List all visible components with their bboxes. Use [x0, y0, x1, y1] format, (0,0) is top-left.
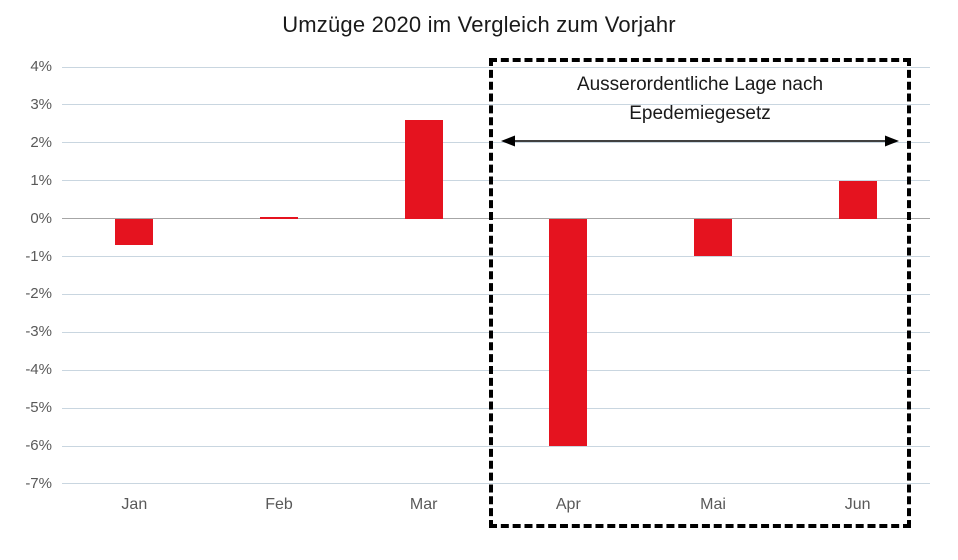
y-tick-label: 4%: [30, 58, 52, 75]
y-tick-label: -1%: [25, 247, 52, 265]
annotation-text: Ausserordentliche Lage nach Epedemiegese…: [493, 70, 907, 128]
x-tick-label: Jan: [121, 496, 148, 513]
y-tick-label: -5%: [25, 399, 52, 417]
double-arrow-icon: [501, 135, 899, 147]
annotation-box: Ausserordentliche Lage nach Epedemiegese…: [489, 58, 911, 528]
y-tick-label: -3%: [25, 323, 52, 341]
y-tick-label: 3%: [30, 95, 52, 113]
gridline: [62, 142, 930, 144]
chart-title: Umzüge 2020 im Vergleich zum Vorjahr: [282, 12, 676, 37]
bar-feb: [260, 216, 298, 219]
gridline: [62, 104, 930, 106]
x-tick-label: Feb: [265, 496, 293, 513]
gridline: [62, 180, 930, 182]
zero-axis-line: [62, 218, 930, 220]
bar-mar: [404, 120, 443, 219]
gridline: [62, 331, 930, 333]
gridline: [62, 256, 930, 257]
x-tick-label: Apr: [555, 496, 581, 513]
gridline: [62, 483, 930, 485]
bar-mai: [694, 218, 732, 257]
gridline: [62, 445, 930, 447]
y-tick-label: -7%: [25, 474, 52, 492]
y-tick-label: -4%: [25, 361, 52, 379]
bar-jun: [838, 180, 877, 219]
x-tick-label: Mai: [700, 496, 726, 513]
gridline: [62, 293, 930, 295]
y-tick-label: 2%: [30, 133, 52, 151]
y-tick-label: -6%: [25, 437, 52, 454]
y-tick-label: -2%: [25, 285, 52, 303]
bar-apr: [549, 218, 588, 446]
gridline: [62, 407, 930, 409]
x-tick-label: Mar: [409, 496, 438, 513]
y-tick-label: 0%: [30, 209, 52, 227]
gridline: [62, 66, 930, 68]
bar-jan: [115, 218, 154, 246]
gridline: [62, 369, 930, 371]
x-tick-label: Jun: [844, 496, 871, 513]
y-tick-label: 1%: [30, 171, 52, 189]
annotation-line-2: Epedemiegesetz: [629, 103, 771, 124]
annotation-line-1: Ausserordentliche Lage nach: [576, 74, 824, 95]
